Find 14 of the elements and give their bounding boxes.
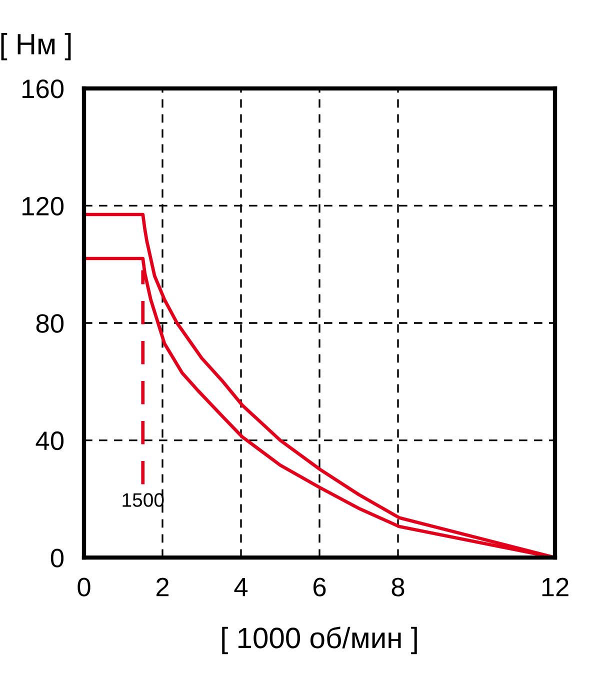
y-tick-label: 80 — [36, 314, 64, 333]
y-tick-label: 0 — [50, 548, 64, 568]
x-tick-label: 6 — [314, 578, 326, 596]
x-tick-label: 2 — [156, 578, 169, 596]
x-tick-label: 4 — [234, 578, 248, 596]
annotation: 1500 — [122, 493, 164, 507]
y-tick-label: 40 — [36, 431, 64, 450]
y-axis-title: [ Нм ] — [1, 33, 71, 60]
y-tick-label: 160 — [22, 80, 64, 98]
x-tick-label: 12 — [542, 578, 568, 596]
x-tick-label: 8 — [392, 578, 404, 596]
x-axis-title: [ 1000 об/мин ] — [222, 626, 417, 654]
x-tick-label: 0 — [78, 578, 90, 596]
y-tick-label: 120 — [22, 196, 64, 216]
